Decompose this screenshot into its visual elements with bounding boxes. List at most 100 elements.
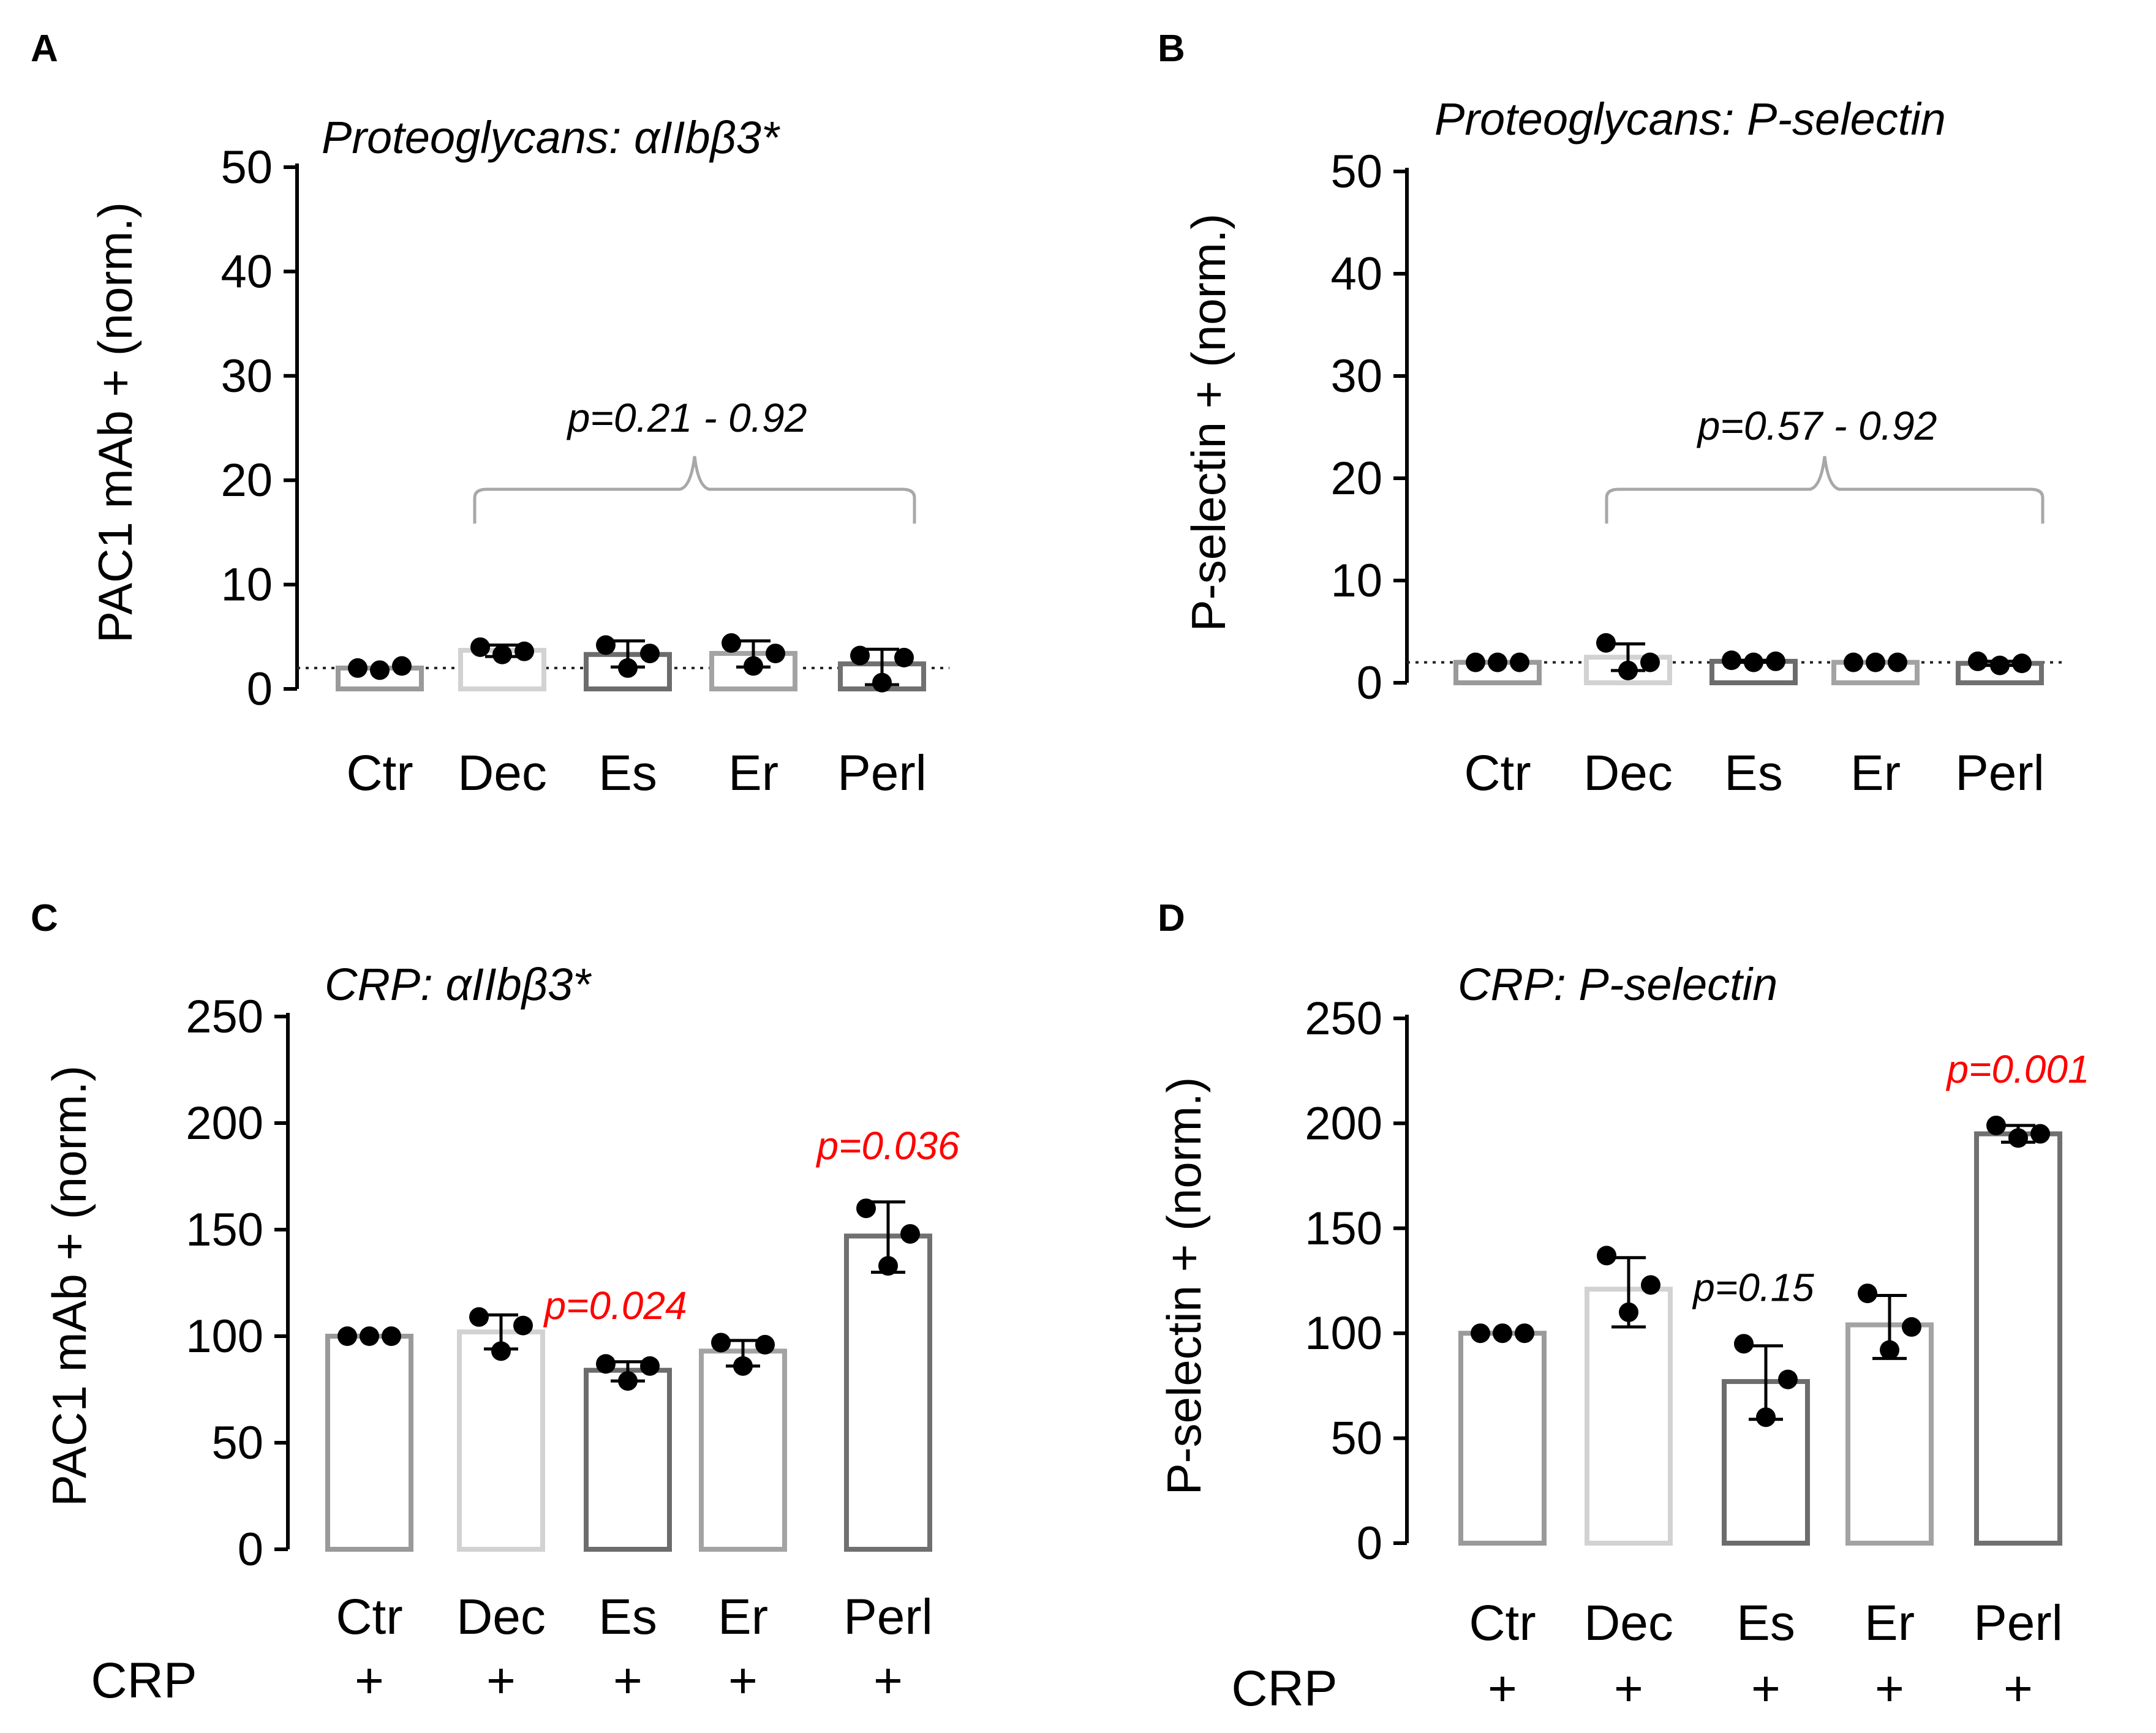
panel-d-point-perl [1986,1115,2006,1135]
panel-a-x-tick-label: Ctr [346,745,413,801]
panel-d-y-tick-label: 50 [1330,1413,1382,1465]
panel-c-y-tick-label: 250 [186,991,263,1043]
panel-b-x-tick-label: Es [1724,745,1783,801]
panel-a-letter: A [31,28,58,70]
panel-c-point-ctr [337,1326,357,1346]
panel-a-point-es [640,644,660,664]
panel-c-y-tick-label: 100 [186,1310,263,1363]
panel-a-point-perl [850,645,870,666]
panel-b-bracket [1605,456,2045,524]
panel-b-letter: B [1158,28,1185,70]
panel-a-point-perl [872,672,892,693]
panel-b-point-dec [1618,660,1638,680]
panel-d-bar-ctr [1458,1331,1547,1546]
panel-a-y-tick-label: 10 [221,559,273,611]
panel-d-x-tick-label: Er [1864,1595,1915,1651]
panel-c-point-dec [513,1315,533,1336]
panel-d-crp-mark: + [1614,1661,1643,1716]
panel-a-chart: Proteoglycans: αIIbβ3* PAC1 mAb + (norm.)… [88,112,949,801]
panel-b-chart: Proteoglycans: P-selectin P-selectin + (n… [1182,94,2067,801]
panel-c-crp-mark: + [613,1653,643,1709]
panel-d-point-es [1756,1407,1776,1427]
panel-c-point-dec [469,1307,489,1327]
panel-b-point-es [1744,652,1763,672]
panel-d-point-ctr [1471,1323,1490,1344]
panel-c-bar-ctr [325,1334,413,1552]
panel-a-point-dec [492,644,512,664]
panel-b-y-tick-label: 0 [1357,657,1382,709]
panel-a-point-er [744,656,763,676]
panel-c-point-perl [900,1224,920,1244]
panel-b-y-tick-label: 50 [1330,146,1382,198]
panel-b-y-tick-label: 10 [1330,555,1382,607]
panel-b-point-er [1844,652,1863,672]
panel-b-x-tick-label: Ctr [1464,745,1531,801]
panel-d-crp-mark: + [1488,1661,1517,1716]
panel-d-y-axis-label: P-selectin + (norm.) [1157,1077,1211,1495]
panel-c-point-er [755,1334,775,1355]
panel-d-x-tick-label: Es [1736,1595,1795,1651]
panel-b-point-es [1722,650,1741,671]
panel-c-point-ctr [382,1326,401,1346]
panel-d-point-dec [1597,1246,1616,1266]
panel-a-y-tick-label: 30 [221,350,273,402]
panel-a-x-tick-label: Perl [837,745,927,801]
panel-a-x-tick-label: Er [728,745,778,801]
panel-c-bar-dec [457,1329,545,1552]
panel-b-y-tick-label: 30 [1330,350,1382,402]
panel-c-point-er [733,1356,753,1376]
panel-c-y-tick-label: 0 [238,1524,263,1576]
panel-c-x-tick-label: Perl [843,1589,933,1645]
panel-b-point-er [1888,652,1907,672]
panel-d-p-value-es: p=0.15 [1692,1265,1814,1309]
panel-d-x-tick-label: Dec [1584,1595,1673,1651]
panel-c-bar-es [584,1367,672,1552]
panel-d-crp-label: CRP [1231,1661,1337,1716]
panel-d-crp-mark: + [2003,1661,2033,1716]
panel-d-y-tick-label: 0 [1357,1517,1382,1569]
panel-a-x-tick-label: Es [598,745,657,801]
panel-c-y-tick-label: 150 [186,1204,263,1256]
panel-b-p-value: p=0.57 - 0.92 [1697,403,1937,448]
panel-c-letter: C [31,897,58,939]
panel-c-y-tick-label: 50 [211,1417,263,1469]
panel-d-point-er [1902,1317,1921,1337]
panel-d-x-tick-label: Ctr [1469,1595,1536,1651]
panel-b-point-er [1866,652,1885,672]
panel-d-letter: D [1158,897,1185,939]
panel-a-point-dec [514,641,534,661]
panel-a-point-es [618,658,638,678]
panel-c-crp-mark: + [873,1653,903,1709]
panel-d-point-es [1734,1334,1754,1354]
panel-c-x-tick-label: Es [598,1589,657,1645]
panel-b-point-dec [1640,652,1660,672]
panel-c-x-tick-label: Er [718,1589,768,1645]
panel-c-point-perl [878,1256,898,1276]
panel-d-p-value-perl: p=0.001 [1945,1047,2089,1091]
panel-c-bar-perl [844,1233,932,1552]
panel-a-point-ctr [348,658,368,678]
panel-c-title: CRP: αIIbβ3* [325,959,592,1010]
panel-c-crp-label: CRP [91,1653,197,1709]
panel-d-crp-mark: + [1751,1661,1781,1716]
panel-c-p-value-perl: p=0.036 [815,1124,960,1168]
panel-c-x-tick-label: Ctr [336,1589,402,1645]
panel-d-point-dec [1619,1302,1638,1322]
panel-d-y-tick-label: 200 [1305,1097,1382,1149]
panel-c-crp-mark: + [728,1653,758,1709]
panel-b-point-perl [1968,651,1988,671]
panel-b-y-axis-label: P-selectin + (norm.) [1182,214,1235,632]
panel-d-bar-perl [1974,1131,2062,1546]
panel-b-x-tick-label: Dec [1583,745,1673,801]
panel-d-point-er [1858,1284,1877,1304]
panel-c-crp-mark: + [486,1653,516,1709]
panel-c-point-es [618,1371,638,1391]
panel-c-y-tick-label: 200 [186,1097,263,1149]
panel-d-point-es [1778,1369,1798,1389]
panel-a-p-value: p=0.21 - 0.92 [567,395,807,440]
panel-b-title: Proteoglycans: P-selectin [1434,94,1946,145]
panel-c-point-es [640,1356,660,1376]
panel-c-y-axis-label: PAC1 mAb + (norm.) [42,1066,96,1506]
panel-d-point-er [1880,1340,1899,1360]
panel-c-bar-er [699,1348,787,1552]
